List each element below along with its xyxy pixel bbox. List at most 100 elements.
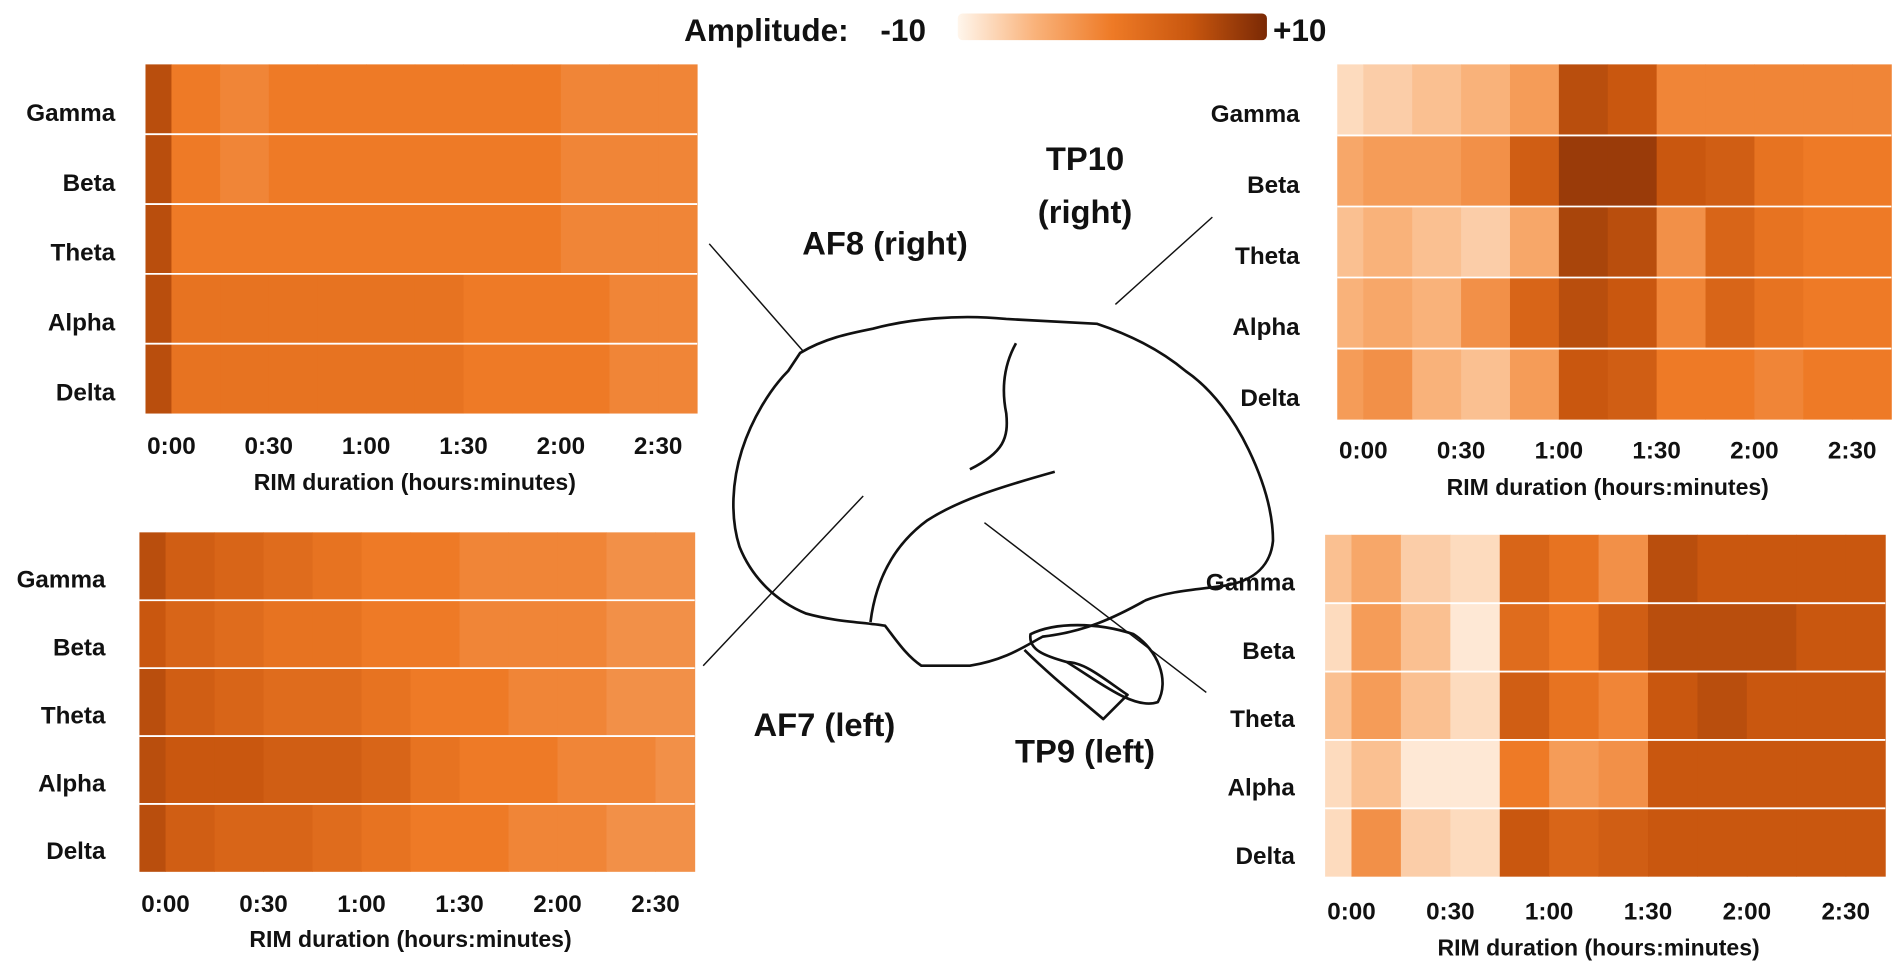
heat-cell (1754, 348, 1804, 420)
heat-cell (1400, 739, 1451, 809)
heat-cell (1499, 534, 1550, 604)
band-label: Delta (1236, 843, 1296, 870)
heat-cell (1400, 808, 1451, 877)
heat-cell (268, 273, 318, 344)
heat-cell (220, 343, 270, 414)
heat-cell (557, 532, 607, 601)
heat-cell (1558, 206, 1609, 278)
heat-cell (1754, 135, 1804, 207)
heat-cell (1796, 739, 1847, 809)
heat-cell (1697, 603, 1748, 672)
heat-cell (1697, 534, 1748, 604)
heatmap: Gamma Beta Theta Alpha Delta 0:00 0:30 1:00 1:30… (1037, 64, 1892, 500)
heat-cell (512, 204, 562, 274)
band-label: Gamma (26, 100, 115, 127)
heat-cell (1337, 206, 1364, 278)
heat-cell (1656, 348, 1707, 420)
heat-cell (1450, 603, 1501, 672)
heat-cell (171, 273, 221, 344)
heat-cell (171, 134, 221, 205)
heat-cell (366, 134, 416, 205)
heat-cell (1746, 739, 1797, 809)
heat-cell (1598, 534, 1649, 604)
x-tick-label: 1:30 (435, 891, 484, 918)
heat-cell (1656, 277, 1707, 349)
heat-cell (560, 134, 610, 205)
band-label: Gamma (1211, 101, 1300, 128)
heat-cell (263, 803, 314, 872)
connector (708, 243, 804, 351)
x-tick-label: 1:00 (342, 433, 391, 460)
heat-cell (410, 532, 461, 601)
heat-cell (1363, 135, 1413, 207)
x-axis-label: RIM duration (hours:minutes) (249, 926, 571, 952)
band-label: Theta (41, 702, 106, 729)
heat-cell (1705, 64, 1755, 136)
heat-cell (1450, 739, 1501, 809)
brainstem (1023, 649, 1129, 721)
heat-cell (609, 204, 659, 274)
heat-cell (1803, 348, 1853, 420)
heat-cell (171, 204, 221, 274)
band-label: Beta (1242, 638, 1295, 665)
x-tick-label: 1:30 (1624, 898, 1673, 925)
band-label: Theta (1230, 706, 1295, 733)
heat-cell (1400, 671, 1451, 740)
heat-cell (361, 803, 412, 872)
heat-cell (1697, 671, 1748, 740)
heat-cell (1746, 671, 1797, 740)
heat-cell (1351, 671, 1402, 740)
heat-cell (145, 64, 172, 135)
heat-cell (606, 668, 656, 737)
heat-cell (655, 668, 696, 737)
band-label: Delta (46, 838, 106, 865)
heat-cell (1461, 135, 1511, 207)
heat-cell (512, 64, 562, 135)
heat-cell (1852, 348, 1892, 420)
central-sulcus (969, 342, 1018, 471)
heat-cell (1363, 277, 1413, 349)
heat-cell (512, 273, 562, 344)
heat-cell (263, 600, 314, 669)
heat-cell (1325, 671, 1352, 740)
heat-cell (165, 803, 216, 872)
heat-cell (606, 532, 656, 601)
heat-cell (220, 64, 270, 135)
heat-cell (1697, 808, 1748, 877)
band-label: Alpha (1227, 775, 1295, 802)
heat-cell (366, 64, 416, 135)
heat-cell (317, 273, 367, 344)
heat-cell (512, 134, 562, 205)
heat-cell (145, 273, 172, 344)
chart-title: TP10 (right) (1037, 140, 1133, 231)
heat-cell (459, 668, 509, 737)
heat-cell (1656, 206, 1707, 278)
band-label: Alpha (38, 770, 106, 797)
x-tick-label: 0:00 (1327, 898, 1376, 925)
heat-cell (171, 64, 221, 135)
heat-cell (361, 736, 412, 804)
heat-cell (1656, 135, 1707, 207)
heat-cell (508, 668, 558, 737)
heat-cell (1509, 206, 1560, 278)
heat-cell (1852, 64, 1892, 136)
heat-cell (560, 273, 610, 344)
heat-cell (1337, 348, 1364, 420)
heat-cell (1400, 534, 1451, 604)
heat-cell (1461, 206, 1511, 278)
x-tick-label: 2:00 (1723, 898, 1772, 925)
heat-cell (263, 532, 314, 601)
x-axis-label: RIM duration (hours:minutes) (1447, 474, 1769, 500)
heat-cell (1549, 534, 1600, 604)
heat-cell (1412, 277, 1462, 349)
heat-cell (1845, 603, 1886, 672)
heat-cell (1705, 348, 1755, 420)
heat-cell (1363, 64, 1413, 136)
heat-cell (139, 803, 167, 872)
heat-cell (658, 204, 698, 274)
heat-cell (557, 600, 607, 669)
heat-cell (1461, 64, 1511, 136)
band-label: Delta (56, 379, 116, 406)
heat-cell (214, 803, 265, 872)
